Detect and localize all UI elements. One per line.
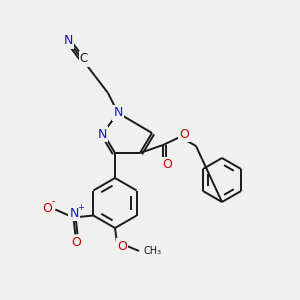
Text: C: C [80, 52, 88, 65]
Text: N: N [63, 34, 73, 47]
Text: CH₃: CH₃ [144, 246, 162, 256]
Text: O: O [179, 128, 189, 140]
Text: N: N [97, 128, 107, 140]
Text: O: O [117, 239, 127, 253]
Text: -: - [52, 196, 55, 206]
Text: N: N [70, 207, 79, 220]
Text: +: + [77, 203, 84, 212]
Text: O: O [162, 158, 172, 172]
Text: O: O [42, 202, 52, 215]
Text: N: N [113, 106, 123, 119]
Text: O: O [71, 236, 81, 249]
